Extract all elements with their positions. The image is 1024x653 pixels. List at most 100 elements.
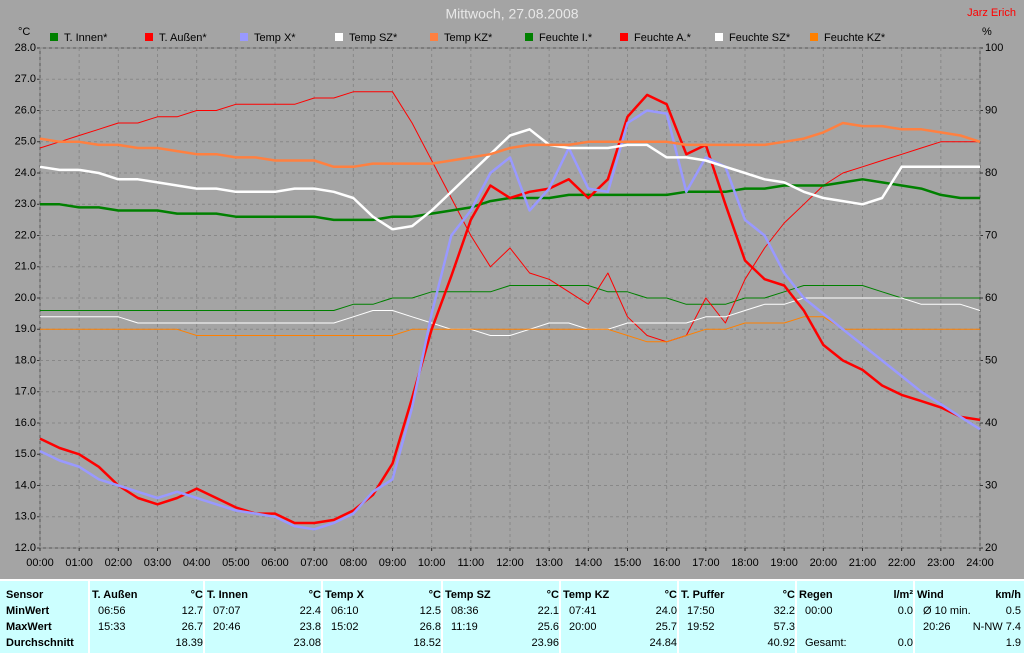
table-cell: 24.84 [649, 637, 677, 649]
y-tick-label: 21.0 [15, 261, 36, 273]
series-line [40, 316, 980, 343]
y-tick-label: 18.0 [15, 354, 36, 366]
x-tick-label: 05:00 [222, 557, 250, 569]
x-tick-label: 22:00 [888, 557, 916, 569]
table-unit: °C [429, 589, 441, 601]
x-tick-label: 04:00 [183, 557, 211, 569]
legend-label: Feuchte A.* [634, 32, 692, 44]
table-cell: 25.7 [656, 621, 677, 633]
x-tick-label: 08:00 [340, 557, 368, 569]
table-unit: °C [547, 589, 559, 601]
y-tick-label: 24.0 [15, 167, 36, 179]
table-unit: km/h [995, 589, 1021, 601]
annotation: Jarz Erich [967, 7, 1016, 19]
table-cell: 23.08 [293, 637, 321, 649]
x-tick-label: 23:00 [927, 557, 955, 569]
y-tick-label: 25.0 [15, 136, 36, 148]
table-cell: 12.7 [182, 605, 203, 617]
y-tick-label: 19.0 [15, 323, 36, 335]
table-cell: 26.8 [420, 621, 441, 633]
y2-tick-label: 80 [985, 167, 997, 179]
table-cell: 32.2 [774, 605, 795, 617]
chart-title: Mittwoch, 27.08.2008 [445, 6, 578, 22]
series-line [40, 285, 980, 311]
legend-label: Temp SZ* [349, 32, 398, 44]
table-unit: °C [191, 589, 203, 601]
y-tick-label: 17.0 [15, 386, 36, 398]
table-cell: 23.96 [531, 637, 559, 649]
table-cell: 20:00 [569, 621, 597, 633]
x-tick-label: 03:00 [144, 557, 172, 569]
legend-swatch [145, 33, 153, 41]
table-cell: 26.7 [182, 621, 203, 633]
table-cell: 06:10 [331, 605, 359, 617]
table-cell: 20:46 [213, 621, 241, 633]
table-cell: 57.3 [774, 621, 795, 633]
table-cell: 08:36 [451, 605, 479, 617]
table-cell: 22.4 [300, 605, 321, 617]
y-tick-label: 13.0 [15, 511, 36, 523]
series-line [39, 128, 980, 231]
table-cell: 18.52 [413, 637, 441, 649]
series-line [39, 121, 981, 169]
x-tick-label: 11:00 [457, 557, 484, 569]
table-cell: 12.5 [420, 605, 441, 617]
table-cell: 06:56 [98, 605, 126, 617]
table-cell: 40.92 [767, 637, 795, 649]
table-header: Regen [799, 589, 833, 601]
table-cell: 11:19 [451, 621, 478, 633]
x-tick-label: 14:00 [575, 557, 603, 569]
y-tick-label: 23.0 [15, 198, 36, 210]
table-header: T. Innen [207, 589, 248, 601]
y-tick-label: 22.0 [15, 229, 36, 241]
legend-label: Temp X* [254, 32, 296, 44]
series-line [39, 93, 981, 525]
table-header: Wind [917, 589, 944, 601]
table-unit: °C [309, 589, 321, 601]
y2-tick-label: 30 [985, 479, 997, 491]
legend-label: T. Außen* [159, 32, 207, 44]
x-tick-label: 24:00 [966, 557, 994, 569]
y-tick-label: 26.0 [15, 104, 36, 116]
table-cell: 0.0 [898, 637, 913, 649]
x-tick-label: 16:00 [653, 557, 681, 569]
x-tick-label: 10:00 [418, 557, 446, 569]
x-tick-label: 18:00 [731, 557, 759, 569]
x-tick-label: 19:00 [770, 557, 798, 569]
y-tick-label: 28.0 [15, 42, 36, 54]
y-axis-label: °C [18, 26, 30, 38]
y2-tick-label: 70 [985, 229, 997, 241]
x-tick-label: 21:00 [849, 557, 877, 569]
table-cell: Gesamt: [805, 637, 847, 649]
legend-swatch [715, 33, 723, 41]
table-cell: 25.6 [538, 621, 559, 633]
series-line [39, 109, 981, 531]
x-tick-label: 15:00 [614, 557, 642, 569]
table-cell: 20:26 [923, 621, 951, 633]
table-unit: °C [783, 589, 795, 601]
x-tick-label: 06:00 [261, 557, 289, 569]
y-tick-label: 27.0 [15, 73, 36, 85]
table-row-label: MaxWert [6, 621, 52, 633]
legend-label: Temp KZ* [444, 32, 493, 44]
table-cell: 00:00 [805, 605, 833, 617]
table-cell: Ø 10 min. [923, 605, 971, 617]
table-background [0, 580, 1024, 653]
legend-swatch [50, 33, 58, 41]
x-tick-label: 00:00 [26, 557, 54, 569]
table-row-label: Sensor [6, 589, 44, 601]
table-cell: 0.5 [1006, 605, 1021, 617]
legend-swatch [525, 33, 533, 41]
x-tick-label: 07:00 [300, 557, 328, 569]
legend-swatch [240, 33, 248, 41]
y-tick-label: 12.0 [15, 542, 36, 554]
table-cell: 15:02 [331, 621, 359, 633]
table-cell: N-NW 7.4 [973, 621, 1021, 633]
legend-label: Feuchte KZ* [824, 32, 886, 44]
table-unit: l/m² [893, 589, 913, 601]
table-cell: 07:41 [569, 605, 597, 617]
table-cell: 07:07 [213, 605, 241, 617]
table-header: Temp KZ [563, 589, 610, 601]
